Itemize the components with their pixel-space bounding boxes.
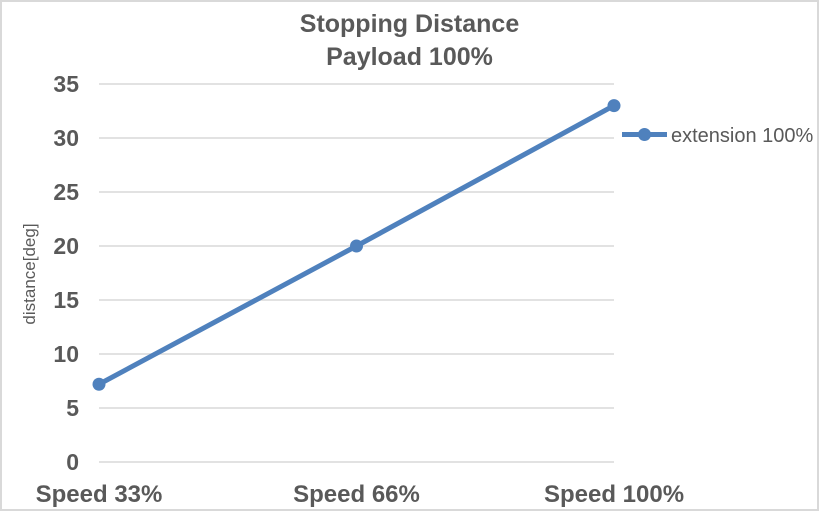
x-tick-label: Speed 100% [544,481,684,508]
data-point-marker [92,377,106,391]
chart-title: Stopping Distance Payload 100% [2,8,817,74]
chart-title-line2: Payload 100% [326,43,493,71]
y-tick-label: 0 [66,449,79,475]
y-tick-label: 20 [53,233,79,259]
data-point-marker [350,239,363,253]
data-point-marker [607,99,621,113]
y-tick-label: 15 [53,287,79,313]
legend: extension 100% [621,125,813,148]
y-tick-label: 30 [53,125,79,151]
y-tick-label: 10 [53,341,79,367]
y-tick-label: 25 [53,179,79,205]
legend-label: extension 100% [671,125,814,147]
x-tick-label: Speed 66% [293,481,420,508]
legend-line-marker-icon [621,127,668,147]
chart-title-line1: Stopping Distance [299,10,520,38]
y-tick-label: 5 [66,395,79,421]
legend-marker-dot [638,127,651,141]
x-tick-label: Speed 33% [36,481,163,508]
y-tick-label: 35 [53,71,79,97]
